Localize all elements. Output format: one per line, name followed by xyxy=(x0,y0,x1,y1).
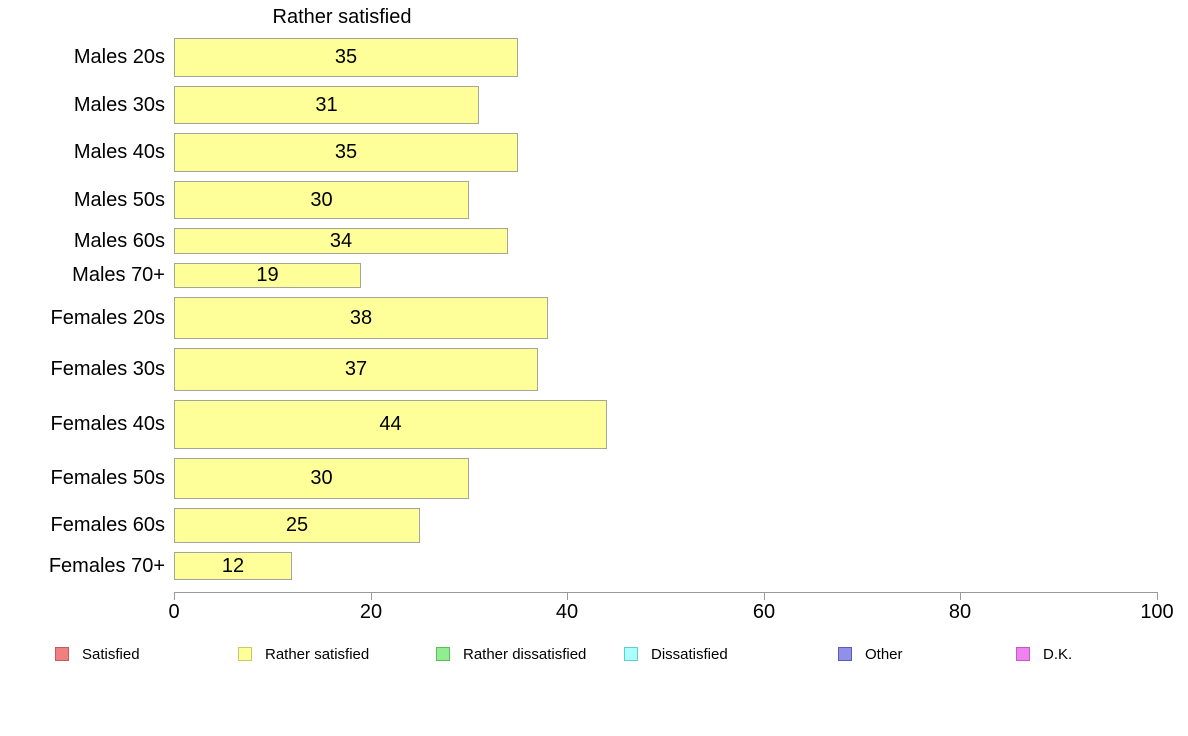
bar: 35 xyxy=(174,38,518,77)
bar: 35 xyxy=(174,133,518,172)
x-axis-tick-label: 40 xyxy=(555,601,579,623)
bar-value-label: 19 xyxy=(256,264,279,286)
bar-value-label: 30 xyxy=(310,188,333,211)
bar: 38 xyxy=(174,297,548,339)
legend-item-dissatisfied: Dissatisfied xyxy=(624,645,728,663)
bar-value-label: 12 xyxy=(221,554,245,577)
bar-value-label: 25 xyxy=(285,514,309,536)
legend-swatch-icon xyxy=(838,647,852,661)
category-label: Males 50s xyxy=(73,188,165,211)
category-label: Females 20s xyxy=(50,306,166,329)
category-label: Females 60s xyxy=(50,514,166,536)
x-axis-tick-label: 20 xyxy=(359,601,383,623)
bar: 44 xyxy=(174,400,607,449)
bar-value-label: 34 xyxy=(329,229,353,252)
legend-label: Dissatisfied xyxy=(651,645,728,663)
category-label: Males 30s xyxy=(73,93,165,116)
bar-value-label: 37 xyxy=(344,358,368,380)
bar-value-label: 30 xyxy=(310,467,333,489)
bar: 31 xyxy=(174,86,479,124)
chart-title: Rather satisfied xyxy=(272,6,412,28)
category-label: Females 50s xyxy=(50,467,166,489)
legend-item-d-k: D.K. xyxy=(1016,645,1073,663)
legend-label: Other xyxy=(865,645,903,663)
bar-value-label: 35 xyxy=(334,46,358,68)
bar: 37 xyxy=(174,348,538,391)
legend-label: Satisfied xyxy=(82,645,140,663)
bar: 19 xyxy=(174,263,361,288)
x-axis-tick xyxy=(764,592,765,600)
category-label: Females 30s xyxy=(50,358,166,380)
legend-swatch-icon xyxy=(238,647,252,661)
x-axis-tick xyxy=(371,592,372,600)
bar: 25 xyxy=(174,508,420,543)
category-label: Males 40s xyxy=(73,141,165,163)
legend-label: D.K. xyxy=(1043,645,1073,663)
bar: 30 xyxy=(174,181,469,219)
x-axis-tick-label: 60 xyxy=(752,601,776,623)
x-axis-tick xyxy=(567,592,568,600)
x-axis-tick xyxy=(174,592,175,600)
category-label: Males 20s xyxy=(73,46,165,68)
x-axis-tick xyxy=(960,592,961,600)
legend-swatch-icon xyxy=(624,647,638,661)
legend-swatch-icon xyxy=(1016,647,1030,661)
bar-value-label: 38 xyxy=(349,306,373,329)
legend-label: Rather dissatisfied xyxy=(463,645,587,663)
legend-item-satisfied: Satisfied xyxy=(55,645,140,663)
bar-value-label: 44 xyxy=(379,413,402,435)
legend-item-rather-dissatisfied: Rather dissatisfied xyxy=(436,645,587,663)
category-label: Males 60s xyxy=(73,229,165,252)
bar-value-label: 35 xyxy=(334,141,358,163)
bar: 34 xyxy=(174,228,508,254)
bar-value-label: 31 xyxy=(315,93,338,116)
legend-item-other: Other xyxy=(838,645,903,663)
x-axis-tick-label: 100 xyxy=(1140,601,1174,623)
bar: 30 xyxy=(174,458,469,499)
x-axis-line xyxy=(174,592,1157,593)
x-axis-tick-label: 80 xyxy=(948,601,972,623)
legend-label: Rather satisfied xyxy=(265,645,370,663)
legend-item-rather-satisfied: Rather satisfied xyxy=(238,645,370,663)
category-label: Females 70+ xyxy=(48,554,165,577)
x-axis-tick-label: 0 xyxy=(168,601,180,623)
legend-swatch-icon xyxy=(55,647,69,661)
bar: 12 xyxy=(174,552,292,580)
legend-swatch-icon xyxy=(436,647,450,661)
category-label: Females 40s xyxy=(50,413,166,435)
x-axis-tick xyxy=(1157,592,1158,600)
category-label: Males 70+ xyxy=(72,264,165,286)
